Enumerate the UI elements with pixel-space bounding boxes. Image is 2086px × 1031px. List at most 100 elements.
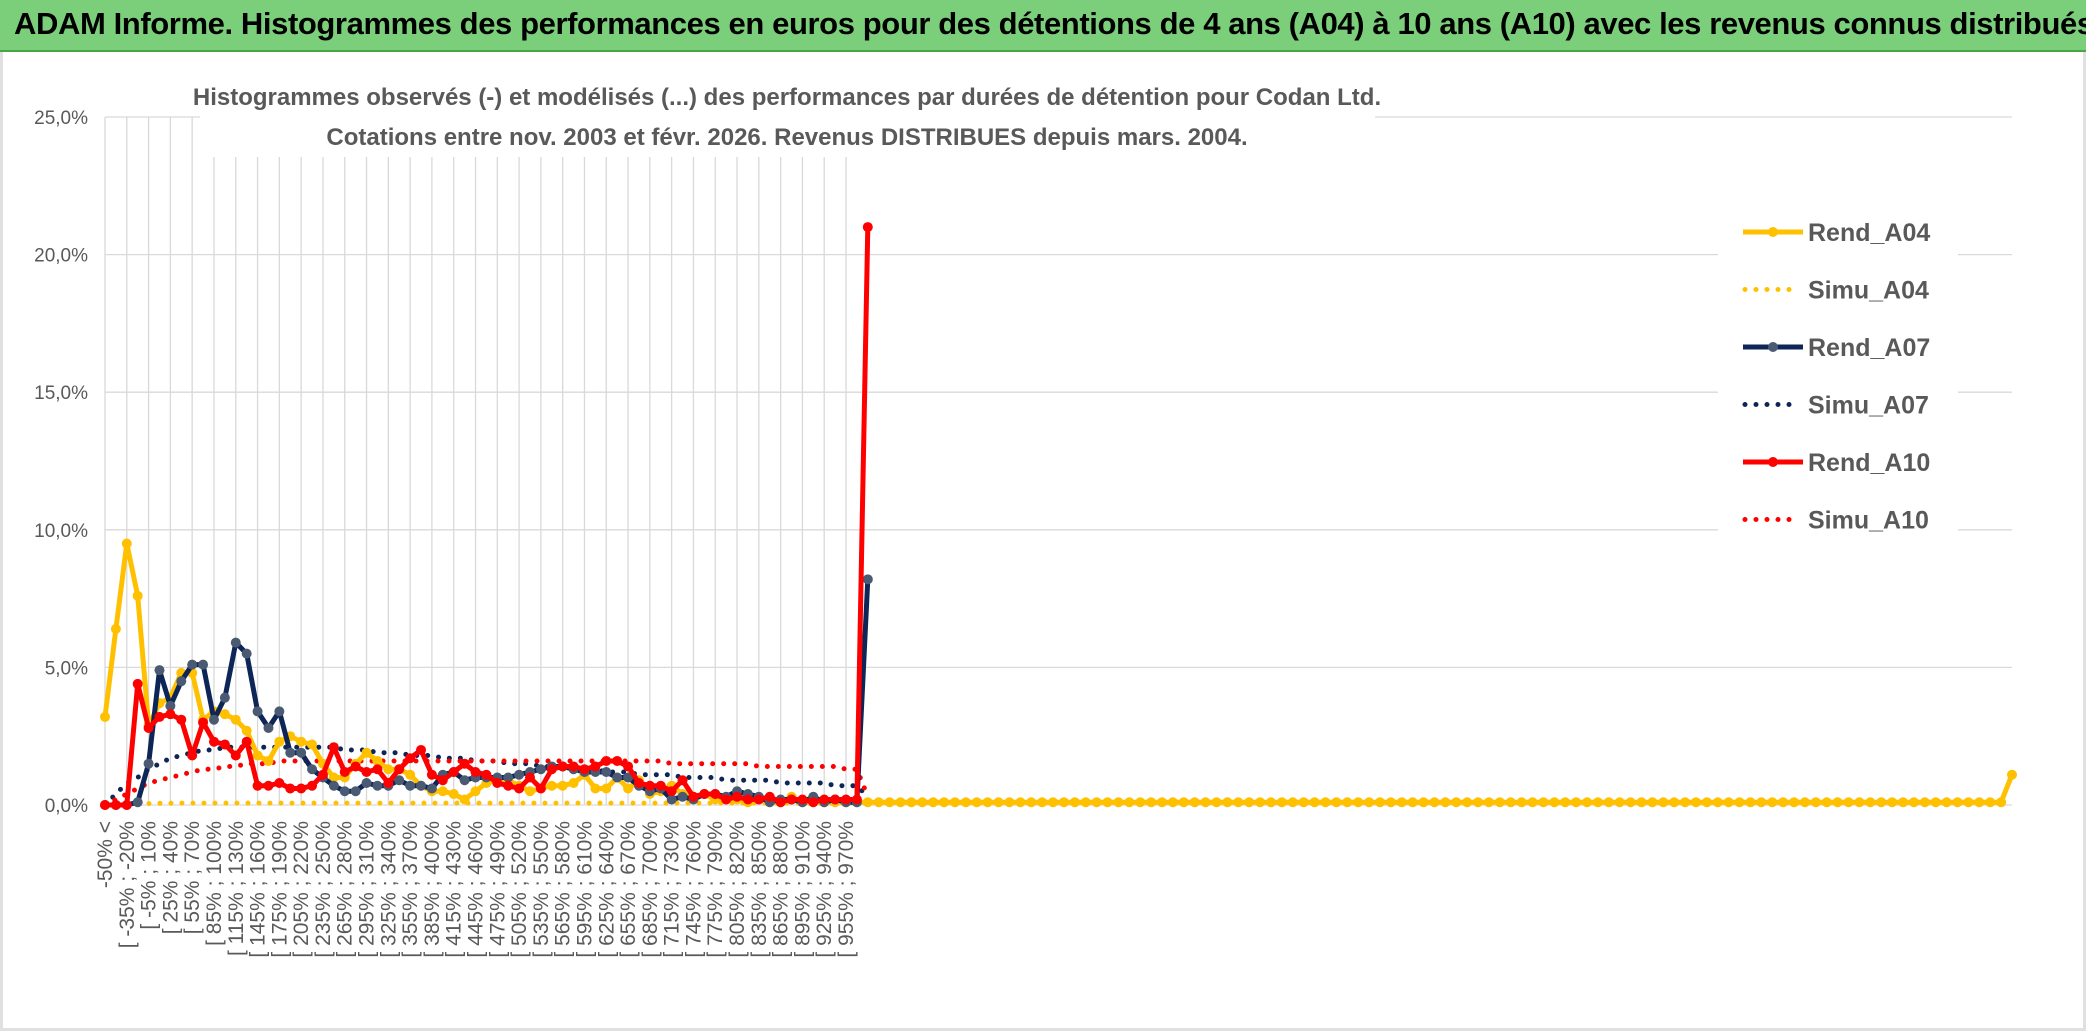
data-point-rend-a07	[230, 637, 241, 648]
data-point-rend-a04	[1505, 797, 1516, 808]
data-point-rend-a07	[372, 780, 383, 791]
data-point-rend-a10	[383, 777, 394, 788]
x-tick-label: [ 415% ; 430%	[443, 821, 466, 958]
data-point-rend-a10	[612, 755, 623, 766]
data-point-rend-a04	[971, 797, 982, 808]
data-point-rend-a07	[416, 780, 427, 791]
data-point-rend-a10	[851, 794, 862, 805]
data-point-rend-a04	[470, 786, 481, 797]
data-point-rend-a10	[677, 775, 688, 786]
data-point-rend-a04	[568, 777, 579, 788]
data-point-rend-a04	[1135, 797, 1146, 808]
data-point-rend-a04	[1048, 797, 1059, 808]
data-point-rend-a04	[252, 750, 263, 761]
data-point-rend-a04	[906, 797, 917, 808]
x-tick-label: [ 25% ; 40%	[159, 821, 182, 934]
data-point-rend-a04	[230, 714, 241, 725]
data-point-rend-a04	[1832, 797, 1843, 808]
x-tick-label: [ 355% ; 370%	[399, 821, 422, 958]
data-point-rend-a04	[524, 786, 535, 797]
data-point-rend-a04	[1527, 797, 1538, 808]
data-point-rend-a10	[590, 761, 601, 772]
data-point-rend-a10	[557, 761, 568, 772]
data-point-rend-a04	[1374, 797, 1385, 808]
data-point-rend-a10	[710, 788, 721, 799]
x-tick-label: [ 295% ; 310%	[356, 821, 379, 958]
data-point-rend-a04	[1178, 797, 1189, 808]
data-point-rend-a04	[1941, 797, 1952, 808]
data-point-rend-a07	[263, 722, 274, 733]
y-tick-label: 10,0%	[34, 521, 88, 542]
data-point-rend-a04	[960, 797, 971, 808]
data-point-rend-a07	[208, 714, 219, 725]
data-point-rend-a04	[1614, 797, 1625, 808]
data-point-rend-a10	[187, 750, 198, 761]
data-point-rend-a04	[1810, 797, 1821, 808]
data-point-rend-a10	[568, 761, 579, 772]
data-point-rend-a07	[296, 747, 307, 758]
data-point-rend-a07	[361, 777, 372, 788]
data-point-rend-a04	[1353, 797, 1364, 808]
data-point-rend-a04	[1723, 797, 1734, 808]
data-point-rend-a04	[1309, 797, 1320, 808]
data-point-rend-a07	[514, 769, 525, 780]
data-point-rend-a04	[361, 747, 372, 758]
data-point-rend-a10	[830, 794, 841, 805]
data-point-rend-a04	[1930, 797, 1941, 808]
x-tick-label: [ 865% ; 880%	[770, 821, 793, 958]
data-point-rend-a04	[1658, 797, 1669, 808]
data-point-rend-a10	[699, 788, 710, 799]
data-point-rend-a04	[1985, 797, 1996, 808]
data-point-rend-a04	[1908, 797, 1919, 808]
data-point-rend-a10	[524, 772, 535, 783]
legend-label-simu-a10: Simu_A10	[1808, 507, 1929, 535]
data-point-rend-a04	[939, 797, 950, 808]
data-point-rend-a04	[1037, 797, 1048, 808]
data-point-rend-a10	[644, 780, 655, 791]
data-point-rend-a04	[328, 772, 339, 783]
data-point-rend-a10	[492, 777, 503, 788]
data-point-rend-a04	[1734, 797, 1745, 808]
data-point-rend-a04	[1091, 797, 1102, 808]
data-point-rend-a07	[274, 706, 285, 717]
data-point-rend-a04	[110, 623, 121, 634]
data-point-rend-a10	[546, 764, 557, 775]
x-tick-label: [ 265% ; 280%	[334, 821, 357, 958]
data-point-rend-a07	[219, 692, 230, 703]
data-point-rend-a04	[1701, 797, 1712, 808]
data-point-rend-a07	[677, 791, 688, 802]
series-line-rend-a10	[105, 227, 871, 808]
data-point-rend-a04	[1113, 797, 1124, 808]
data-point-rend-a04	[1669, 797, 1680, 808]
x-tick-label: [ 85% ; 100%	[203, 821, 226, 946]
data-point-rend-a04	[993, 797, 1004, 808]
data-point-rend-a04	[1974, 797, 1985, 808]
data-point-rend-a10	[535, 783, 546, 794]
x-tick-label: [ 715% ; 730%	[661, 821, 684, 958]
data-point-rend-a10	[219, 739, 230, 750]
x-tick-label: [ 805% ; 820%	[726, 821, 749, 958]
data-point-rend-a04	[1396, 797, 1407, 808]
data-point-rend-a04	[1462, 797, 1473, 808]
data-point-rend-a04	[372, 755, 383, 766]
data-point-rend-a04	[1004, 797, 1015, 808]
data-point-rend-a04	[1200, 797, 1211, 808]
chart-title-line-2: Cotations entre nov. 2003 et févr. 2026.…	[326, 124, 1247, 151]
data-point-rend-a04	[448, 788, 459, 799]
data-point-rend-a10	[416, 744, 427, 755]
data-point-rend-a10	[721, 794, 732, 805]
data-point-rend-a10	[154, 711, 165, 722]
data-point-rend-a04	[1222, 797, 1233, 808]
data-point-rend-a04	[1407, 797, 1418, 808]
data-point-rend-a04	[1233, 797, 1244, 808]
data-point-rend-a04	[1745, 797, 1756, 808]
data-point-rend-a04	[873, 797, 884, 808]
data-point-rend-a10	[405, 753, 416, 764]
data-point-rend-a04	[263, 755, 274, 766]
data-point-rend-a07	[535, 764, 546, 775]
data-point-rend-a04	[1069, 797, 1080, 808]
data-point-rend-a10	[797, 794, 808, 805]
data-point-rend-a07	[339, 786, 350, 797]
data-point-rend-a10	[459, 758, 470, 769]
data-point-rend-a04	[1778, 797, 1789, 808]
